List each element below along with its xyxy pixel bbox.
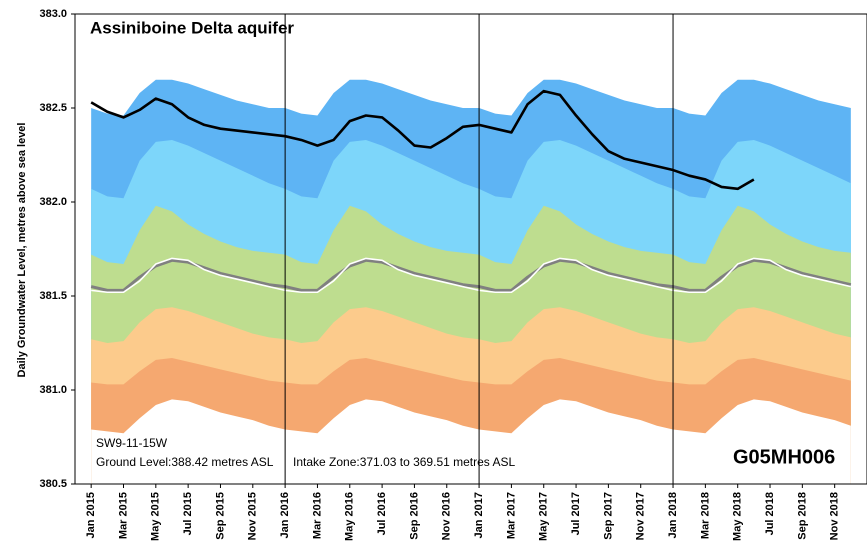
x-tick-label: Mar 2016 (311, 492, 323, 539)
x-tick-label: Nov 2016 (441, 492, 453, 540)
data-line (90, 258, 852, 292)
plot-area (71, 13, 867, 488)
x-tick-label: Jan 2016 (279, 492, 291, 538)
x-tick-label: Jul 2018 (764, 492, 776, 535)
annotation: SW9-11-15W (96, 436, 168, 450)
x-tick-label: Jul 2016 (376, 492, 388, 535)
x-tick-label: Jul 2015 (182, 492, 194, 535)
y-tick-label: 382.0 (39, 196, 67, 208)
annotation: Ground Level:388.42 metres ASL (96, 455, 274, 469)
annotation: G05MH006 (733, 446, 835, 468)
x-tick-label: Sep 2016 (408, 492, 420, 540)
data-line (90, 89, 755, 191)
y-tick-label: 380.5 (39, 478, 67, 490)
x-tick-label: Nov 2017 (635, 492, 647, 540)
plot-frame (74, 13, 867, 485)
y-tick-label: 381.0 (39, 384, 67, 396)
x-tick-label: Sep 2018 (796, 492, 808, 540)
x-tick-label: May 2018 (732, 492, 744, 541)
x-tick-label: Nov 2015 (247, 492, 259, 540)
annotation: Intake Zone:371.03 to 369.51 metres ASL (293, 455, 515, 469)
x-tick-label: Jan 2017 (473, 492, 485, 538)
band-area (91, 399, 851, 484)
x-tick-label: May 2015 (150, 492, 162, 541)
x-tick-label: Sep 2017 (602, 492, 614, 540)
x-tick-label: Mar 2015 (117, 492, 129, 539)
chart-title: Assiniboine Delta aquifer (90, 18, 294, 37)
y-tick-label: 381.5 (39, 290, 67, 302)
x-tick-label: Nov 2018 (829, 492, 841, 540)
x-tick-label: Jul 2017 (570, 492, 582, 535)
x-tick-label: Mar 2017 (505, 492, 517, 539)
y-tick-label: 382.5 (39, 102, 67, 114)
y-axis-label: Daily Groundwater Level, metres above se… (16, 123, 28, 378)
x-tick-label: Jan 2018 (667, 492, 679, 538)
x-tick-label: Jan 2015 (85, 492, 97, 538)
x-tick-label: Sep 2015 (214, 492, 226, 540)
data-line (91, 257, 852, 294)
x-tick-label: May 2017 (538, 492, 550, 541)
x-tick-label: May 2016 (344, 492, 356, 541)
y-tick-label: 383.0 (39, 8, 67, 20)
x-tick-label: Mar 2018 (699, 492, 711, 539)
